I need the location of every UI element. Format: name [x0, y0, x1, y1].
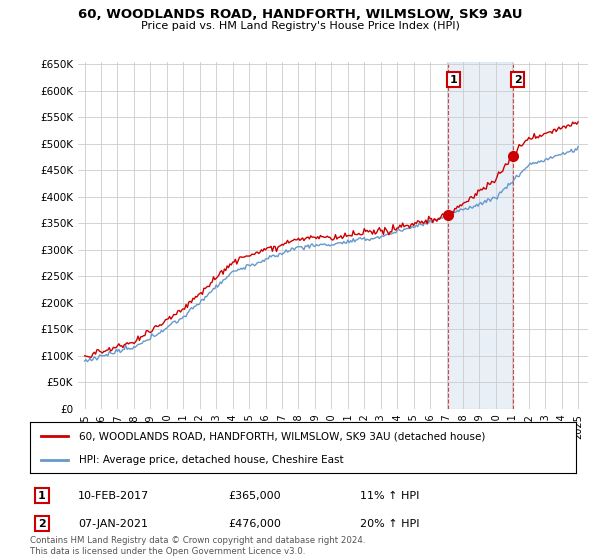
Text: 20% ↑ HPI: 20% ↑ HPI [360, 519, 419, 529]
Text: Contains HM Land Registry data © Crown copyright and database right 2024.
This d: Contains HM Land Registry data © Crown c… [30, 536, 365, 556]
Bar [448, 62, 513, 409]
Text: 1: 1 [38, 491, 46, 501]
Text: 2: 2 [514, 74, 521, 85]
Text: 60, WOODLANDS ROAD, HANDFORTH, WILMSLOW, SK9 3AU: 60, WOODLANDS ROAD, HANDFORTH, WILMSLOW,… [78, 8, 522, 21]
Text: HPI: Average price, detached house, Cheshire East: HPI: Average price, detached house, Ches… [79, 455, 344, 465]
Text: £476,000: £476,000 [228, 519, 281, 529]
Text: 2: 2 [38, 519, 46, 529]
Text: 11% ↑ HPI: 11% ↑ HPI [360, 491, 419, 501]
Text: 07-JAN-2021: 07-JAN-2021 [78, 519, 148, 529]
Text: 1: 1 [449, 74, 457, 85]
Text: 10-FEB-2017: 10-FEB-2017 [78, 491, 149, 501]
Text: £365,000: £365,000 [228, 491, 281, 501]
Text: Price paid vs. HM Land Registry's House Price Index (HPI): Price paid vs. HM Land Registry's House … [140, 21, 460, 31]
Text: 60, WOODLANDS ROAD, HANDFORTH, WILMSLOW, SK9 3AU (detached house): 60, WOODLANDS ROAD, HANDFORTH, WILMSLOW,… [79, 431, 485, 441]
